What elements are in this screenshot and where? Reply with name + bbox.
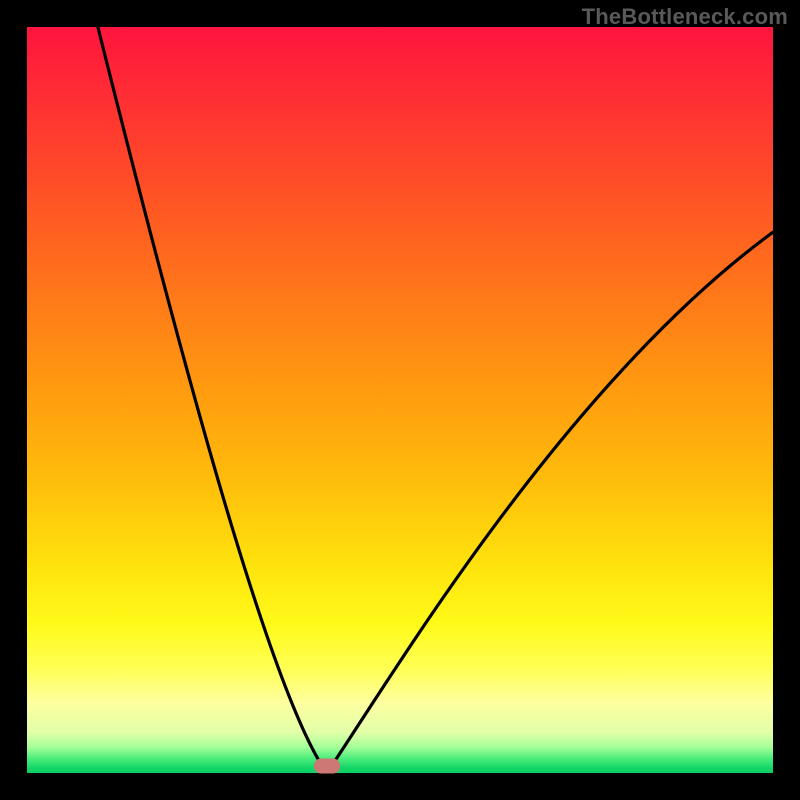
optimum-marker (314, 759, 340, 774)
chart-frame: TheBottleneck.com (0, 0, 800, 800)
bottleneck-chart (27, 27, 773, 773)
watermark-text: TheBottleneck.com (582, 4, 788, 30)
